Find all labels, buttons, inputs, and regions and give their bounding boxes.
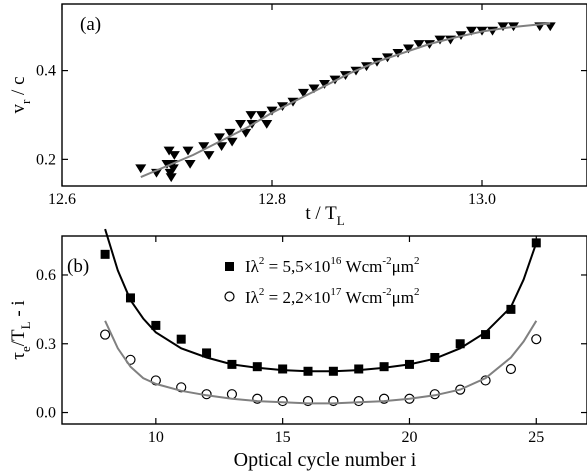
data-point-triangle bbox=[319, 80, 330, 89]
data-point-square bbox=[531, 238, 541, 248]
panel-b-y-axis-label: τe/TL - i bbox=[8, 300, 33, 359]
series-line bbox=[104, 320, 538, 405]
panel-a-label: (a) bbox=[80, 14, 101, 35]
panel-a-x-axis-label: t / TL bbox=[305, 203, 344, 228]
data-point-triangle bbox=[466, 26, 477, 36]
x-tick-label: 13.0 bbox=[468, 191, 496, 208]
data-point-triangle bbox=[308, 84, 320, 94]
data-point-square bbox=[379, 362, 389, 372]
data-point-triangle bbox=[165, 173, 177, 183]
data-point-triangle bbox=[235, 120, 246, 129]
x-tick-label: 10 bbox=[148, 429, 164, 446]
legend-marker-filled-square bbox=[225, 262, 234, 271]
data-point-square bbox=[252, 362, 262, 372]
x-tick-label: 12.8 bbox=[258, 191, 286, 208]
data-point-triangle bbox=[214, 133, 225, 143]
panel-b-label: (b) bbox=[67, 256, 89, 277]
x-tick-label: 20 bbox=[401, 429, 417, 446]
data-point-triangle bbox=[168, 151, 180, 160]
data-point-triangle bbox=[413, 40, 425, 49]
panel-b-x-axis-label: Optical cycle number i bbox=[234, 449, 417, 471]
data-point-square bbox=[455, 339, 465, 349]
data-point-square bbox=[506, 304, 516, 314]
data-point-triangle bbox=[298, 88, 309, 98]
panel-b-frame bbox=[61, 235, 587, 425]
data-point-triangle bbox=[184, 159, 196, 169]
panel-a-y-axis-label: vr / c bbox=[8, 76, 33, 113]
y-tick-label: 0.2 bbox=[36, 151, 56, 168]
data-point-triangle bbox=[434, 35, 446, 45]
data-point-triangle bbox=[261, 120, 273, 129]
data-point-square bbox=[100, 249, 110, 259]
panel-a-frame bbox=[61, 3, 587, 187]
data-point-triangle bbox=[198, 142, 210, 151]
data-point-square bbox=[354, 364, 364, 374]
y-tick-label: 0.3 bbox=[36, 336, 56, 353]
panel-a-marks bbox=[135, 22, 556, 183]
data-point-triangle bbox=[240, 128, 252, 138]
panel-b: 10 15 20 25 0.0 0.3 0.6 (b) Iλ2 = 5,5×1016 Wcm… bbox=[8, 228, 587, 471]
series-line bbox=[104, 228, 538, 373]
data-point-circle bbox=[531, 334, 542, 345]
x-tick-label: 12.6 bbox=[48, 191, 76, 208]
data-point-triangle bbox=[135, 164, 147, 174]
panel-b-marks bbox=[100, 228, 542, 407]
legend-entry-2: Iλ2 = 2,2×1017 Wcm-2μm2 bbox=[245, 286, 419, 307]
data-point-square bbox=[151, 320, 161, 330]
data-point-triangle bbox=[266, 106, 278, 116]
data-point-square bbox=[176, 334, 186, 344]
data-point-square bbox=[278, 364, 288, 374]
legend-entry-1: Iλ2 = 5,5×1016 Wcm-2μm2 bbox=[245, 255, 419, 276]
data-point-triangle bbox=[226, 137, 238, 147]
x-tick-label: 15 bbox=[275, 429, 291, 446]
series-line bbox=[140, 22, 551, 179]
panel-a-x-axis-label-sub: L bbox=[337, 213, 345, 228]
data-point-triangle bbox=[403, 44, 414, 54]
panel-b-ticks: 10 15 20 25 0.0 0.3 0.6 bbox=[36, 236, 587, 446]
panel-a-ticks: 12.6 12.8 13.0 0.2 0.4 bbox=[36, 4, 587, 208]
data-point-triangle bbox=[256, 111, 267, 120]
y-tick-label: 0.4 bbox=[36, 63, 56, 80]
data-point-triangle bbox=[245, 111, 257, 120]
x-tick-label: 25 bbox=[528, 429, 544, 446]
data-point-triangle bbox=[203, 151, 215, 160]
data-point-triangle bbox=[182, 146, 194, 156]
panel-a-y-axis-label-sub: r bbox=[18, 99, 33, 104]
data-point-triangle bbox=[167, 164, 179, 174]
y-tick-label: 0.0 bbox=[36, 405, 56, 422]
data-point-triangle bbox=[163, 146, 175, 156]
data-point-triangle bbox=[392, 48, 404, 58]
data-point-triangle bbox=[224, 128, 236, 138]
data-point-circle bbox=[505, 363, 517, 375]
data-point-circle bbox=[100, 329, 111, 340]
data-point-square bbox=[202, 348, 212, 358]
data-point-circle bbox=[226, 389, 238, 400]
data-point-triangle bbox=[216, 142, 228, 151]
data-point-square bbox=[481, 330, 491, 340]
y-tick-label: 0.6 bbox=[36, 267, 56, 284]
legend-marker-open-circle bbox=[224, 291, 235, 302]
legend: Iλ2 = 5,5×1016 Wcm-2μm2 Iλ2 = 2,2×1017 W… bbox=[224, 255, 419, 307]
data-point-triangle bbox=[497, 22, 509, 32]
panel-a: 12.6 12.8 13.0 0.2 0.4 (a) t / TL vr / c bbox=[8, 3, 587, 228]
data-point-square bbox=[430, 353, 440, 363]
